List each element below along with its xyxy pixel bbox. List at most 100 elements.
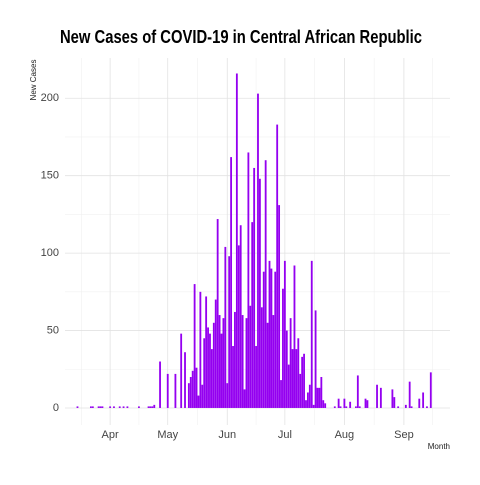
bar — [278, 205, 281, 408]
bar — [310, 260, 313, 408]
bar — [187, 383, 190, 408]
bar — [99, 406, 102, 408]
y-tick-label: 100 — [41, 247, 59, 259]
bar — [226, 383, 229, 408]
bar — [76, 406, 79, 408]
bar — [101, 406, 104, 408]
bar — [197, 395, 200, 408]
bar — [324, 403, 327, 408]
bar — [209, 333, 211, 408]
y-axis-label: New Cases — [29, 60, 38, 101]
chart-title: New Cases of COVID-19 in Central African… — [60, 27, 422, 47]
y-tick-label: 50 — [47, 324, 59, 336]
bar — [408, 381, 411, 408]
bar — [214, 299, 217, 408]
bar — [270, 268, 273, 408]
bar — [224, 246, 227, 408]
bar — [293, 265, 296, 408]
bar — [318, 387, 321, 408]
bar — [91, 406, 94, 408]
bar — [291, 349, 294, 408]
bar — [216, 219, 219, 408]
bar — [234, 311, 236, 408]
bar — [147, 406, 150, 408]
bar — [364, 398, 367, 408]
bar — [337, 398, 340, 408]
bar — [90, 406, 92, 408]
bar — [151, 406, 154, 408]
bar — [118, 406, 121, 408]
bar — [180, 333, 183, 408]
bar — [249, 305, 252, 408]
x-tick-label: Apr — [102, 429, 119, 441]
bar — [301, 356, 304, 408]
bar — [426, 406, 428, 408]
bar — [376, 384, 378, 408]
y-tick-label: 150 — [41, 170, 59, 182]
bar — [410, 406, 413, 408]
bar — [126, 406, 129, 408]
bar — [174, 373, 177, 408]
bar — [429, 372, 432, 408]
bar — [237, 245, 240, 408]
bar — [195, 367, 198, 408]
bar — [356, 375, 359, 408]
bar — [243, 389, 246, 408]
bar — [228, 256, 231, 408]
bar — [276, 124, 279, 408]
bar — [358, 406, 361, 408]
bar — [322, 400, 325, 408]
bar — [379, 387, 382, 408]
bar — [280, 380, 282, 408]
bar — [193, 284, 196, 408]
bar — [260, 307, 263, 408]
x-axis-label: Month — [428, 442, 450, 451]
bar — [320, 376, 323, 408]
x-tick-label: Jun — [218, 429, 236, 441]
bar — [203, 338, 206, 408]
bar — [333, 406, 336, 408]
bar — [205, 296, 208, 408]
bar — [354, 406, 357, 408]
bar — [312, 404, 315, 408]
bar — [404, 404, 407, 408]
bar — [113, 406, 115, 408]
bar — [345, 406, 348, 408]
bars — [76, 73, 432, 408]
bar — [138, 406, 140, 408]
bar — [207, 327, 209, 408]
bar — [153, 404, 156, 408]
bar — [258, 178, 261, 408]
bar — [391, 389, 394, 408]
bar — [255, 346, 257, 408]
bar — [297, 338, 300, 408]
bar — [212, 322, 215, 408]
bar — [247, 152, 250, 408]
bar — [305, 400, 307, 408]
bar — [201, 384, 204, 408]
bar — [241, 315, 244, 408]
bar — [253, 167, 256, 408]
bar — [308, 384, 311, 408]
bar — [283, 260, 286, 408]
bar — [295, 349, 298, 408]
bar — [268, 260, 271, 408]
bar — [97, 406, 100, 408]
bar — [222, 318, 225, 408]
bar — [218, 315, 221, 408]
bar — [235, 73, 238, 408]
bar — [266, 322, 269, 408]
bar — [274, 271, 277, 408]
bar — [306, 392, 309, 408]
bar — [251, 222, 254, 408]
bar — [184, 352, 186, 408]
bar — [245, 318, 248, 408]
bar — [166, 373, 169, 408]
bar — [239, 225, 242, 408]
bar — [220, 333, 223, 408]
bar — [299, 373, 302, 408]
bar — [314, 310, 317, 408]
y-tick-label: 200 — [41, 92, 59, 104]
bar — [366, 400, 369, 408]
